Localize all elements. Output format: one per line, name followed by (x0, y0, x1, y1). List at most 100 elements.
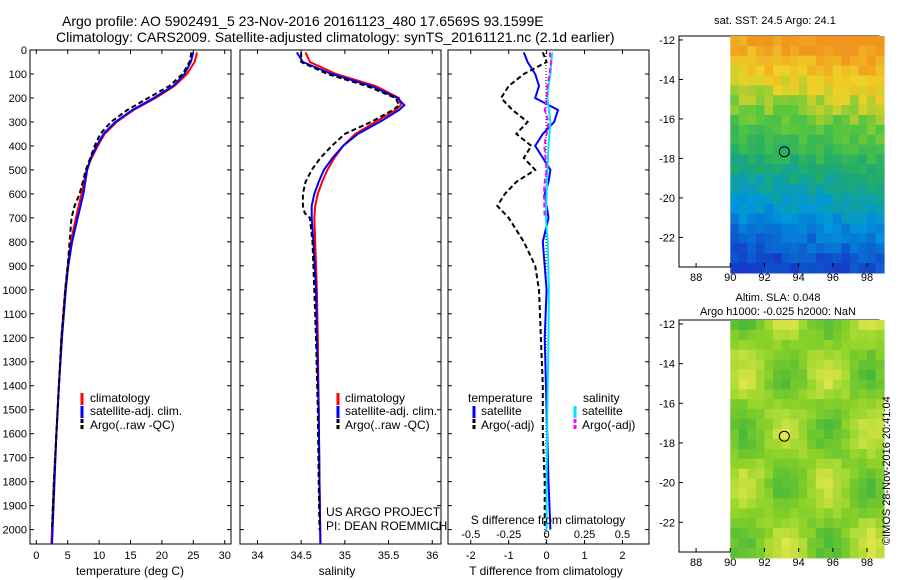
map-cell (764, 36, 774, 47)
map-cell (807, 339, 817, 351)
map-cell (730, 85, 740, 96)
map-cell (773, 468, 782, 480)
map-cell (807, 243, 817, 254)
map-cell (747, 223, 757, 234)
map-cell (730, 320, 740, 331)
map-cell (832, 36, 842, 47)
map-cell (849, 320, 859, 331)
map-cell (755, 134, 765, 146)
map-cell (832, 154, 842, 165)
map-cell (807, 134, 817, 146)
map-cell (764, 508, 774, 519)
map-cell (773, 184, 782, 195)
map-cell (790, 75, 800, 86)
map-cell (798, 223, 808, 234)
map-cell (730, 124, 740, 136)
map-cell (832, 339, 842, 351)
y-tick-label: 1300 (3, 357, 27, 369)
lat-tick-label: -22 (659, 232, 675, 244)
lon-tick-label: 88 (690, 557, 702, 569)
map-cell (807, 174, 817, 185)
map-cell (781, 134, 791, 146)
map-cell (875, 369, 885, 380)
series-line-1 (496, 52, 548, 530)
map-cell (747, 508, 757, 519)
lon-tick-label: 88 (690, 272, 702, 284)
map-cell (790, 124, 800, 136)
map-cell (867, 36, 876, 47)
map-cell (824, 498, 834, 509)
map-cell (747, 193, 757, 205)
map-cell (730, 253, 740, 264)
map-cell (875, 478, 885, 489)
map-cell (867, 359, 876, 371)
map-cell (807, 213, 817, 225)
map-cell (747, 478, 757, 489)
map-cell (815, 369, 825, 380)
map-cell (875, 538, 885, 549)
map-cell (815, 538, 825, 549)
map-cell (764, 339, 774, 351)
map-cell (781, 528, 791, 539)
map-cell (824, 419, 834, 430)
y-tick-label: 0 (21, 45, 27, 57)
map-cell (867, 253, 876, 264)
map-cell (858, 399, 868, 410)
map-cell (849, 154, 859, 165)
map-cell (841, 184, 851, 195)
lon-tick-label: 98 (861, 557, 873, 569)
map-cell (849, 36, 859, 47)
map-cell (781, 538, 791, 549)
map-cell (815, 548, 825, 559)
map-cell (875, 184, 885, 195)
map-cell (815, 409, 825, 420)
map-cell (824, 124, 834, 136)
map-cell (790, 369, 800, 380)
map-cell (824, 448, 834, 460)
map-cell (841, 379, 851, 390)
x-tick-label: 25 (187, 550, 199, 562)
map-cell (773, 379, 782, 390)
map-cell (738, 448, 748, 460)
map-cell (730, 144, 740, 155)
map-cell (867, 389, 876, 400)
map-cell (867, 458, 876, 470)
map-cell (824, 193, 834, 205)
map-cell (773, 263, 782, 274)
map-cell (738, 134, 748, 146)
map-cell (849, 478, 859, 489)
map-cell (747, 105, 757, 116)
legend-label-s-argo: Argo(-adj) (582, 418, 635, 432)
map-cell (747, 134, 757, 146)
map-cell (781, 399, 791, 410)
map-cell (730, 164, 740, 175)
map-cell (841, 45, 851, 57)
map-cell (773, 115, 782, 126)
map-cell (747, 399, 757, 410)
map-cell (747, 45, 757, 57)
map-cell (773, 45, 782, 57)
lon-tick-label: 96 (827, 557, 839, 569)
map-cell (824, 263, 834, 274)
map-cell (875, 36, 885, 47)
x-tick-label: 0 (33, 550, 39, 562)
map-cell (781, 144, 791, 155)
map-cell (755, 55, 765, 67)
lon-tick-label: 90 (724, 272, 736, 284)
map-cell (875, 95, 885, 106)
sla-map-title: Altim. SLA: 0.048 (736, 292, 821, 304)
map-cell (875, 115, 885, 126)
map-cell (815, 339, 825, 351)
map-cell (730, 243, 740, 254)
map-cell (755, 85, 765, 96)
map-cell (815, 85, 825, 96)
map-cell (824, 478, 834, 489)
map-cell (841, 223, 851, 234)
map-cell (790, 508, 800, 519)
map-cell (824, 203, 834, 215)
map-cell (755, 223, 765, 234)
map-cell (815, 184, 825, 195)
map-cell (798, 85, 808, 96)
map-cell (867, 164, 876, 175)
y-tick-label: 700 (9, 213, 27, 225)
